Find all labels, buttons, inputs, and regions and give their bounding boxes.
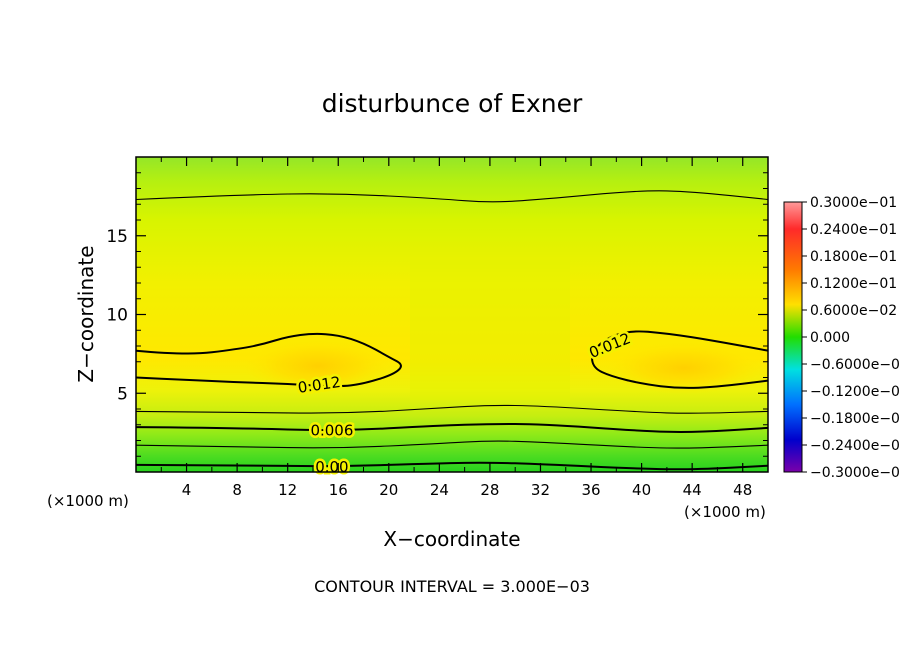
x-tick-label: 44 bbox=[683, 481, 702, 499]
y-tick-label: 5 bbox=[117, 384, 128, 404]
colorbar-label: 0.1200e−01 bbox=[810, 276, 897, 292]
x-tick-label: 20 bbox=[379, 481, 398, 499]
contour-line-3 bbox=[136, 404, 768, 414]
colorbar-label: −0.1800e−0 bbox=[810, 411, 900, 427]
x-tick-label: 16 bbox=[329, 481, 348, 499]
x-axis-label: X−coordinate bbox=[383, 527, 520, 551]
center-lowland bbox=[410, 260, 570, 400]
colorbar-label: 0.000 bbox=[810, 330, 850, 346]
contour-interval-note: CONTOUR INTERVAL = 3.000E−03 bbox=[314, 577, 590, 596]
chart-title: disturbunce of Exner bbox=[322, 89, 583, 118]
x-unit-left: (×1000 m) bbox=[47, 492, 129, 510]
colorbar-label: 0.1800e−01 bbox=[810, 249, 897, 265]
x-tick-label: 32 bbox=[531, 481, 550, 499]
max-region-left bbox=[243, 340, 393, 392]
y-axis-label: Z−coordinate bbox=[74, 245, 98, 382]
contour-label: 0.006 bbox=[310, 422, 353, 440]
contour-line-2 bbox=[136, 422, 768, 434]
x-tick-label: 40 bbox=[632, 481, 651, 499]
contour-line-4 bbox=[136, 190, 768, 203]
x-tick-label: 4 bbox=[182, 481, 192, 499]
colorbar-label: −0.3000e−0 bbox=[810, 465, 900, 481]
colorbar-label: 0.6000e−02 bbox=[810, 303, 897, 319]
y-tick-label: 15 bbox=[106, 227, 128, 247]
colorbar-label: −0.2400e−0 bbox=[810, 438, 900, 454]
contour-label: 0.00 bbox=[315, 458, 348, 476]
x-tick-label: 12 bbox=[278, 481, 297, 499]
field-background bbox=[136, 157, 768, 472]
colorbar-label: 0.2400e−01 bbox=[810, 222, 897, 238]
contour-line-6 bbox=[591, 330, 768, 389]
contour-line-5 bbox=[136, 332, 402, 388]
plot-area bbox=[136, 157, 768, 472]
colorbar-labels: 0.3000e−01 0.2400e−01 0.1800e−01 0.1200e−01… bbox=[802, 195, 900, 481]
y-tick-label: 10 bbox=[106, 306, 128, 326]
contour-line-0 bbox=[136, 461, 768, 471]
colorbar-gradient bbox=[783, 201, 803, 473]
colorbar-label: −0.6000e−0 bbox=[810, 357, 900, 373]
contour-lines bbox=[136, 190, 768, 471]
colorbar-label: 0.3000e−01 bbox=[810, 195, 897, 211]
colorbar: 0.3000e−01 0.2400e−01 0.1800e−01 0.1200e−01… bbox=[783, 195, 900, 481]
contour-line-1 bbox=[136, 440, 768, 449]
max-region-right bbox=[604, 342, 764, 394]
x-tick-label: 24 bbox=[430, 481, 449, 499]
x-tick-label: 8 bbox=[232, 481, 242, 499]
colorbar-label: −0.1200e−0 bbox=[810, 384, 900, 400]
x-tick-label: 48 bbox=[733, 481, 752, 499]
x-tick-label: 28 bbox=[480, 481, 499, 499]
x-unit-right: (×1000 m) bbox=[684, 503, 766, 521]
x-tick-label: 36 bbox=[581, 481, 600, 499]
